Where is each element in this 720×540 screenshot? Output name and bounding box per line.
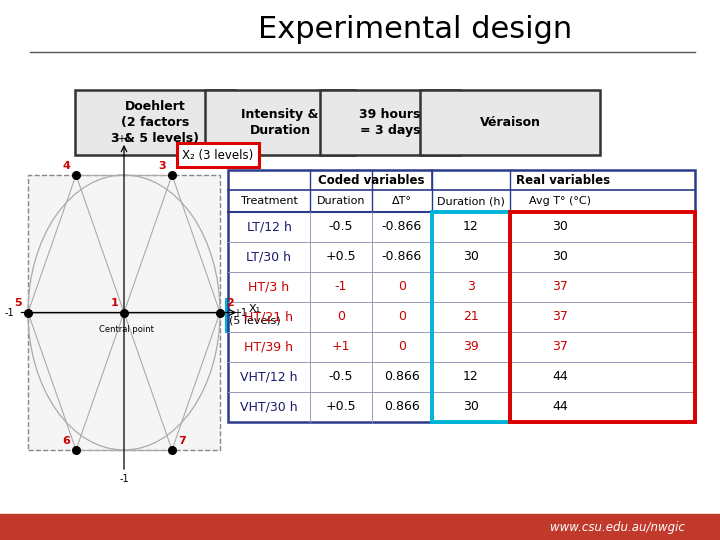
Text: -0.5: -0.5 — [329, 370, 354, 383]
Text: 30: 30 — [463, 401, 479, 414]
Text: 37: 37 — [552, 280, 568, 294]
Bar — [75, 90, 235, 155]
Text: 0: 0 — [337, 310, 345, 323]
Text: HT/3 h: HT/3 h — [248, 280, 289, 294]
Text: VHT/12 h: VHT/12 h — [240, 370, 298, 383]
Text: X₂ (3 levels): X₂ (3 levels) — [182, 148, 253, 161]
Text: Doehlert
(2 factors
3 & 5 levels): Doehlert (2 factors 3 & 5 levels) — [111, 100, 199, 145]
Text: 2: 2 — [226, 299, 234, 308]
Bar — [510, 212, 695, 422]
Text: 39 hours
= 3 days: 39 hours = 3 days — [359, 108, 420, 137]
Bar — [432, 212, 510, 422]
Bar — [205, 90, 355, 155]
Text: 0.866: 0.866 — [384, 370, 420, 383]
Text: Duration (h): Duration (h) — [437, 196, 505, 206]
Text: LT/30 h: LT/30 h — [246, 251, 292, 264]
Text: +1: +1 — [233, 307, 248, 318]
Text: 39: 39 — [463, 341, 479, 354]
Text: 3: 3 — [158, 161, 166, 171]
Text: 0: 0 — [398, 341, 406, 354]
Bar — [226, 299, 284, 330]
Text: +1: +1 — [117, 134, 131, 145]
Text: -0.866: -0.866 — [382, 220, 422, 233]
Text: 37: 37 — [552, 341, 568, 354]
Text: Real variables: Real variables — [516, 173, 611, 186]
Text: 44: 44 — [552, 370, 568, 383]
Text: 0.866: 0.866 — [384, 401, 420, 414]
Bar — [177, 143, 259, 167]
Text: 3: 3 — [467, 280, 475, 294]
Text: HT/39 h: HT/39 h — [245, 341, 294, 354]
Text: 1: 1 — [110, 299, 118, 308]
Bar — [420, 90, 600, 155]
Text: 12: 12 — [463, 370, 479, 383]
Text: 21: 21 — [463, 310, 479, 323]
Text: Intensity &
Duration: Intensity & Duration — [241, 108, 319, 137]
Text: +1: +1 — [332, 341, 350, 354]
Text: +0.5: +0.5 — [325, 401, 356, 414]
Bar — [0, 514, 720, 540]
Text: 44: 44 — [552, 401, 568, 414]
Text: 30: 30 — [463, 251, 479, 264]
Text: 30: 30 — [552, 220, 568, 233]
Text: Central point: Central point — [99, 325, 153, 334]
Text: -0.866: -0.866 — [382, 251, 422, 264]
Text: 7: 7 — [178, 436, 186, 446]
Text: ΔT°: ΔT° — [392, 196, 412, 206]
Text: -0.5: -0.5 — [329, 220, 354, 233]
Text: Avg T° (°C): Avg T° (°C) — [529, 196, 591, 206]
Text: 5: 5 — [14, 299, 22, 308]
Bar — [28, 175, 220, 450]
Text: HT/21 h: HT/21 h — [245, 310, 294, 323]
Text: -1: -1 — [335, 280, 347, 294]
Text: 30: 30 — [552, 251, 568, 264]
Text: 6: 6 — [62, 436, 70, 446]
Bar — [228, 170, 695, 422]
Text: Véraison: Véraison — [480, 116, 541, 129]
Bar — [320, 90, 460, 155]
Text: 12: 12 — [463, 220, 479, 233]
Text: -1: -1 — [5, 307, 14, 318]
Text: VHT/30 h: VHT/30 h — [240, 401, 298, 414]
Text: LT/12 h: LT/12 h — [246, 220, 292, 233]
Text: Treatment: Treatment — [240, 196, 297, 206]
Text: X₁
(5 levels): X₁ (5 levels) — [229, 303, 281, 325]
Text: 37: 37 — [552, 310, 568, 323]
Text: 0: 0 — [398, 310, 406, 323]
Text: -1: -1 — [120, 474, 129, 484]
Text: +0.5: +0.5 — [325, 251, 356, 264]
Text: Coded variables: Coded variables — [318, 173, 424, 186]
Text: Experimental design: Experimental design — [258, 16, 572, 44]
Text: 0: 0 — [398, 280, 406, 294]
Text: 4: 4 — [62, 161, 70, 171]
Text: www.csu.edu.au/nwgic: www.csu.edu.au/nwgic — [550, 521, 685, 534]
Text: Duration: Duration — [317, 196, 365, 206]
